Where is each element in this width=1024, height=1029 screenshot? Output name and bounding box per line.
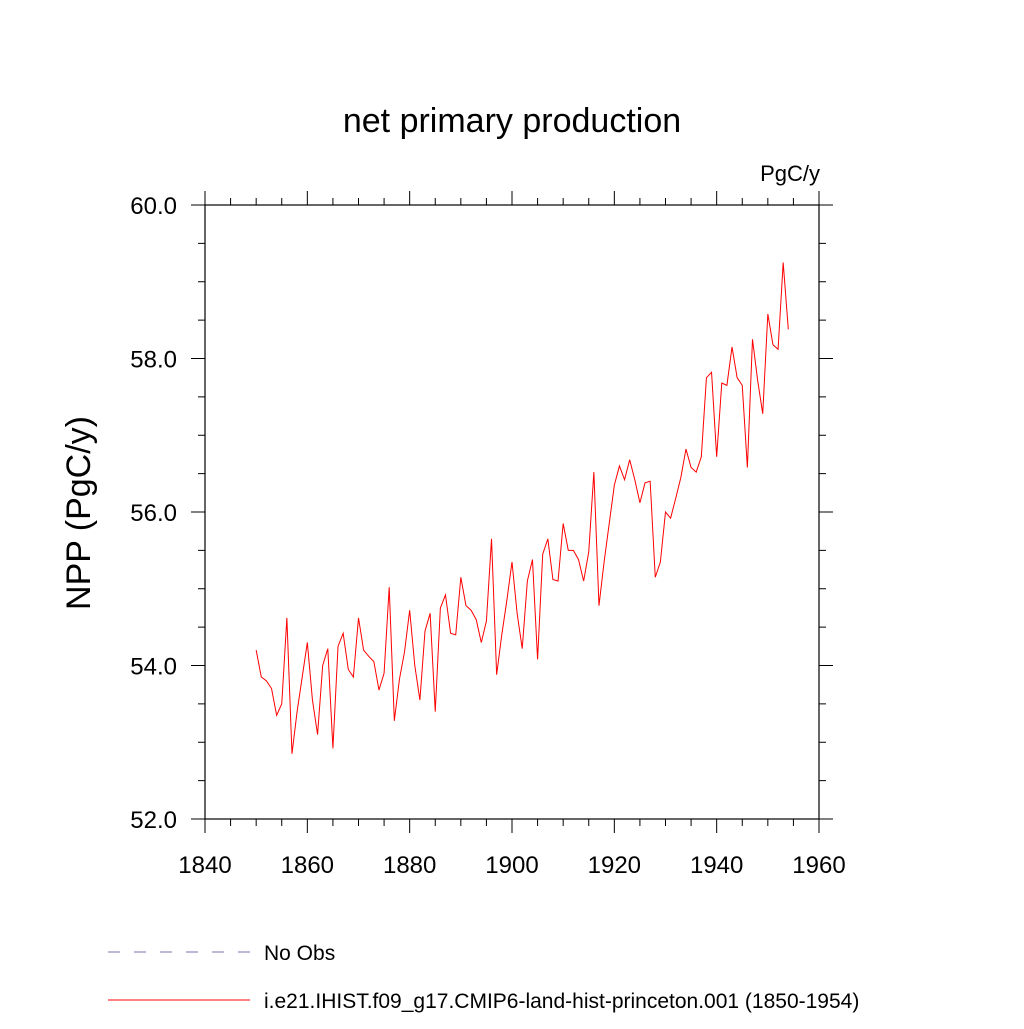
x-tick-label: 1860	[281, 852, 334, 879]
x-tick-label: 1920	[588, 852, 641, 879]
x-tick-label: 1960	[792, 852, 845, 879]
y-axis-label: NPP (PgC/y)	[60, 416, 98, 610]
y-tick-label: 56.0	[130, 500, 177, 527]
units-label: PgC/y	[760, 161, 820, 186]
axis-ticks	[191, 191, 833, 833]
x-tick-label: 1880	[383, 852, 436, 879]
x-tick-label: 1940	[690, 852, 743, 879]
plot-frame	[205, 205, 819, 819]
series-group	[256, 262, 788, 753]
y-tick-label: 60.0	[130, 193, 177, 220]
series-line-1	[256, 263, 788, 754]
tick-labels: 1840 1860 1880 1900 1920 1940 1960 52.0 54.0 56.0…	[130, 193, 845, 879]
legend-label-no-obs: No Obs	[264, 942, 335, 965]
chart-title: net primary production	[343, 102, 681, 140]
y-tick-label: 52.0	[130, 807, 177, 834]
legend: No Obs i.e21.IHIST.f09_g17.CMIP6-land-hi…	[108, 942, 859, 1013]
legend-label-model-run: i.e21.IHIST.f09_g17.CMIP6-land-hist-prin…	[264, 990, 859, 1013]
y-tick-label: 58.0	[130, 347, 177, 374]
x-tick-label: 1840	[178, 852, 231, 879]
x-tick-label: 1900	[485, 852, 538, 879]
y-tick-label: 54.0	[130, 654, 177, 681]
